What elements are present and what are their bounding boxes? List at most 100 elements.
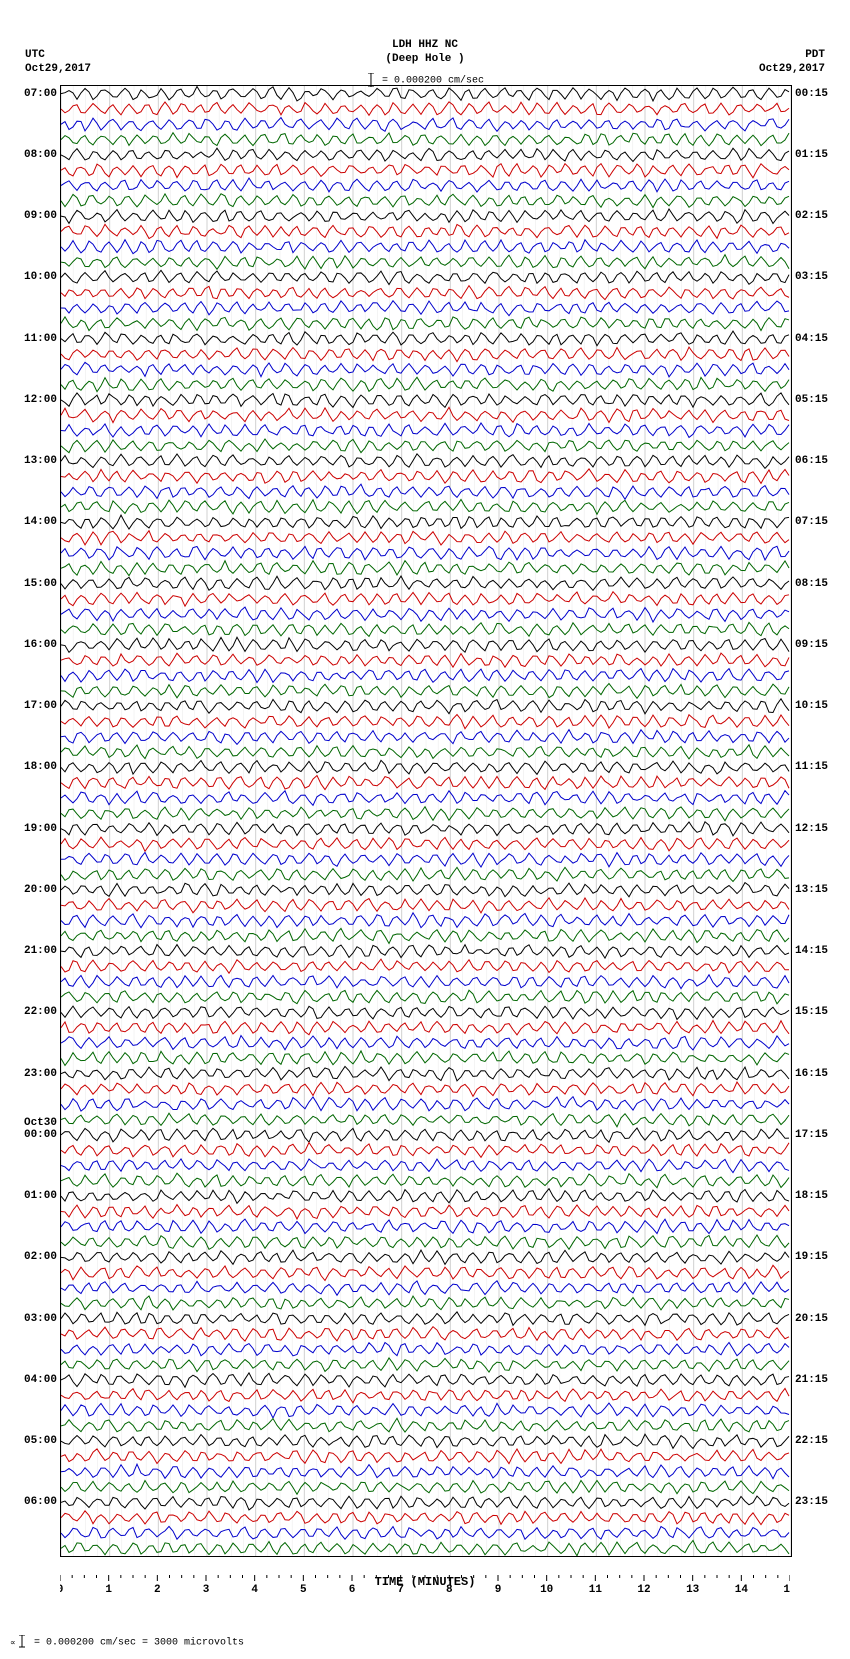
pdt-hour-label: 16:15	[795, 1068, 828, 1080]
seismic-trace	[61, 1464, 789, 1479]
pdt-hour-label: 12:15	[795, 823, 828, 835]
seismic-trace	[61, 1082, 789, 1096]
utc-hour-label: 18:00	[24, 761, 57, 773]
utc-hour-label: 06:00	[24, 1496, 57, 1508]
seismic-trace	[61, 1265, 789, 1280]
seismic-trace	[61, 1113, 789, 1127]
utc-hour-label: 11:00	[24, 333, 57, 345]
seismic-trace	[61, 622, 789, 636]
seismic-trace	[61, 377, 789, 391]
pdt-hour-label: 17:15	[795, 1129, 828, 1141]
seismic-trace	[61, 913, 789, 928]
pdt-hour-label: 03:15	[795, 271, 828, 283]
seismic-trace	[61, 990, 789, 1004]
svg-text:∝: ∝	[10, 1639, 16, 1648]
svg-text:0: 0	[60, 1584, 63, 1593]
utc-hour-label: 03:00	[24, 1313, 57, 1325]
seismic-trace	[61, 454, 789, 469]
pdt-hour-label: 04:15	[795, 333, 828, 345]
pdt-hour-label: 05:15	[795, 394, 828, 406]
seismic-trace	[61, 148, 789, 161]
seismic-trace	[61, 362, 789, 377]
utc-hour-label: 04:00	[24, 1374, 57, 1386]
footer-text: = 0.000200 cm/sec = 3000 microvolts	[34, 1638, 244, 1649]
seismic-trace	[61, 1006, 789, 1019]
left-date: Oct29,2017	[25, 62, 91, 76]
seismic-trace	[61, 1020, 789, 1034]
pdt-hour-label: 06:15	[795, 455, 828, 467]
seismic-trace	[61, 1540, 789, 1555]
svg-text:7: 7	[397, 1584, 404, 1593]
seismic-trace	[61, 1526, 789, 1539]
utc-hour-label: 10:00	[24, 271, 57, 283]
x-axis: 0123456789101112131415 TIME (MINUTES)	[60, 1575, 790, 1615]
pdt-hour-label: 22:15	[795, 1435, 828, 1447]
station-code: LDH HHZ NC	[385, 38, 464, 52]
seismic-trace	[61, 224, 789, 238]
seismic-trace	[61, 1036, 789, 1050]
seismic-trace	[61, 822, 789, 836]
seismic-trace	[61, 347, 789, 361]
utc-hour-label: 05:00	[24, 1435, 57, 1447]
seismic-trace	[61, 1327, 789, 1341]
seismic-trace	[61, 499, 789, 514]
seismic-trace	[61, 87, 789, 101]
plot-area: 07:0000:1508:0001:1509:0002:1510:0003:15…	[60, 85, 792, 1557]
header-center: LDH HHZ NC (Deep Hole )	[385, 38, 464, 66]
seismic-trace	[61, 317, 789, 331]
seismic-trace	[61, 561, 789, 576]
pdt-hour-label: 19:15	[795, 1251, 828, 1263]
header: UTC Oct29,2017 LDH HHZ NC (Deep Hole ) P…	[10, 10, 840, 85]
seismic-trace	[61, 102, 789, 115]
utc-hour-label: 12:00	[24, 394, 57, 406]
seismic-trace	[61, 975, 789, 989]
header-left: UTC Oct29,2017	[25, 48, 91, 76]
svg-text:6: 6	[349, 1584, 356, 1593]
seismic-trace	[61, 576, 789, 590]
seismic-trace	[61, 699, 789, 714]
pdt-hour-label: 07:15	[795, 516, 828, 528]
seismic-trace	[61, 669, 789, 683]
utc-hour-label: 21:00	[24, 945, 57, 957]
seismic-trace	[61, 1173, 789, 1187]
utc-hour-label: 15:00	[24, 578, 57, 590]
seismic-trace	[61, 423, 789, 437]
seismic-trace	[61, 684, 789, 699]
pdt-hour-label: 11:15	[795, 761, 828, 773]
seismic-trace	[61, 515, 789, 529]
seismic-trace	[61, 867, 789, 881]
left-tz: UTC	[25, 48, 91, 62]
pdt-hour-label: 21:15	[795, 1374, 828, 1386]
pdt-hour-label: 08:15	[795, 578, 828, 590]
utc-hour-label: 14:00	[24, 516, 57, 528]
utc-hour-label: 23:00	[24, 1068, 57, 1080]
pdt-hour-label: 15:15	[795, 1006, 828, 1018]
seismic-trace	[61, 653, 789, 667]
seismic-trace	[61, 1281, 789, 1296]
seismic-trace	[61, 1189, 789, 1204]
seismic-trace	[61, 928, 789, 943]
svg-text:11: 11	[589, 1584, 603, 1593]
svg-text:13: 13	[686, 1584, 700, 1593]
utc-hour-label: 20:00	[24, 884, 57, 896]
seismic-trace	[61, 1434, 789, 1448]
seismic-trace	[61, 1449, 789, 1464]
seismic-trace	[61, 407, 789, 422]
utc-hour-label: 22:00	[24, 1006, 57, 1018]
pdt-hour-label: 00:15	[795, 88, 828, 100]
seismic-trace	[61, 1296, 789, 1310]
svg-text:15: 15	[783, 1584, 790, 1593]
seismic-trace	[61, 1480, 789, 1494]
seismic-trace	[61, 715, 789, 729]
svg-text:9: 9	[495, 1584, 502, 1593]
svg-text:10: 10	[540, 1584, 553, 1593]
svg-text:8: 8	[446, 1584, 453, 1593]
seismic-trace	[61, 1403, 789, 1418]
pdt-hour-label: 10:15	[795, 700, 828, 712]
svg-text:3: 3	[203, 1584, 210, 1593]
utc-hour-label: 13:00	[24, 455, 57, 467]
pdt-hour-label: 09:15	[795, 639, 828, 651]
svg-text:2: 2	[154, 1584, 161, 1593]
seismic-trace	[61, 255, 789, 270]
seismic-trace	[61, 1235, 789, 1249]
